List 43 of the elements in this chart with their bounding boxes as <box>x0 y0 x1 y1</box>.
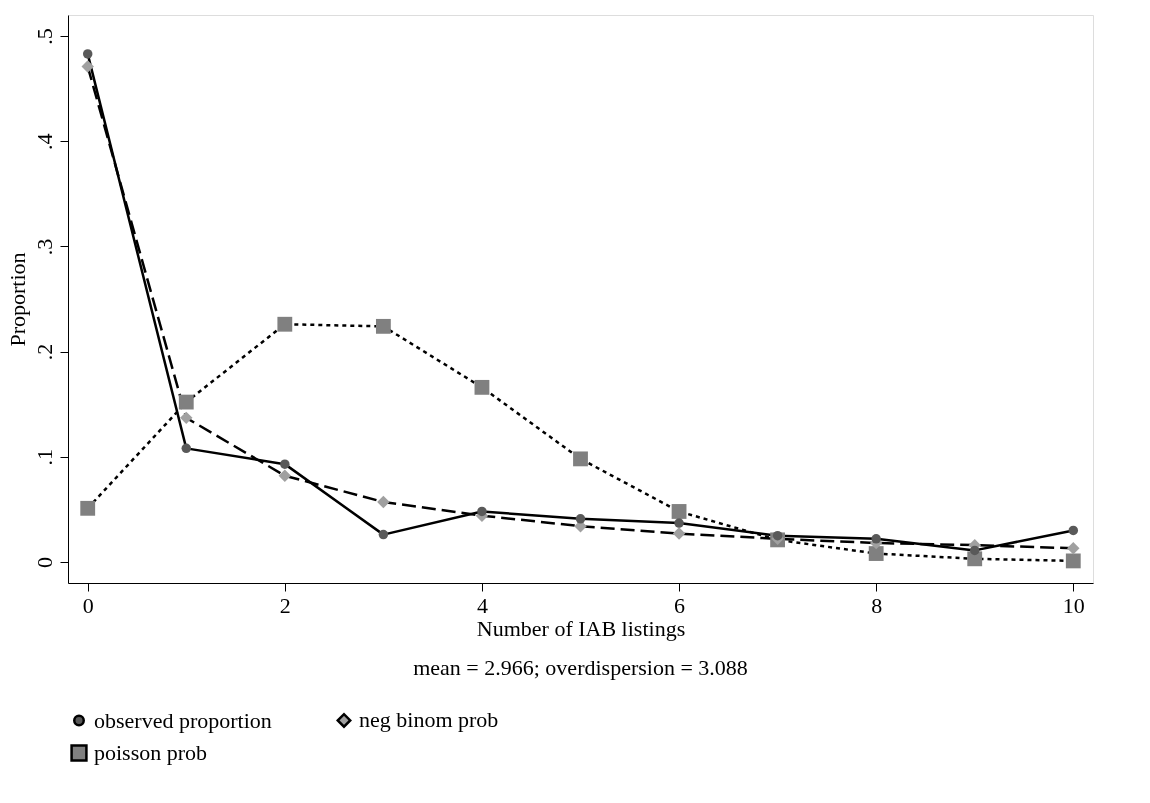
x-tick-label: 4 <box>476 592 488 618</box>
point <box>82 49 93 59</box>
y-tick-label: .4 <box>31 133 57 150</box>
point <box>672 527 686 540</box>
x-tick-label: 0 <box>82 592 94 618</box>
point <box>181 443 192 454</box>
point <box>575 514 586 524</box>
point <box>674 518 684 528</box>
point <box>969 545 980 556</box>
point <box>180 411 193 425</box>
point <box>477 506 487 517</box>
legend-label: observed proportion <box>94 707 272 733</box>
x-tick-label: 6 <box>674 592 686 618</box>
point <box>178 394 194 410</box>
y-tick-label: .5 <box>31 28 57 45</box>
point <box>868 546 884 561</box>
x-tick-label: 8 <box>871 592 883 618</box>
y-tick-label: .3 <box>31 238 57 256</box>
x-tick-label: 2 <box>279 592 291 618</box>
point <box>277 316 293 332</box>
point <box>378 529 389 540</box>
point <box>671 504 687 519</box>
legend-label: neg binom prob <box>359 707 499 733</box>
y-axis-title: Proportion <box>4 252 30 347</box>
point <box>81 60 94 73</box>
point <box>278 469 292 482</box>
x-tick-label: 10 <box>1062 592 1085 618</box>
y-tick-label: 0 <box>31 556 57 568</box>
point <box>280 459 290 469</box>
text: mean = 2.966; overdispersion = 3.088 <box>413 655 748 680</box>
point <box>80 500 96 516</box>
y-tick-label: .2 <box>31 343 57 361</box>
legend-label: poisson prob <box>94 740 208 765</box>
x-axis-title: Number of IAB listings <box>476 615 686 641</box>
point <box>377 495 390 509</box>
point <box>1065 553 1081 569</box>
point <box>1067 542 1080 555</box>
point <box>871 534 881 544</box>
point <box>375 318 391 334</box>
y-tick-label: .1 <box>31 449 57 466</box>
point <box>1068 525 1079 536</box>
point <box>573 451 588 467</box>
point <box>474 379 490 395</box>
